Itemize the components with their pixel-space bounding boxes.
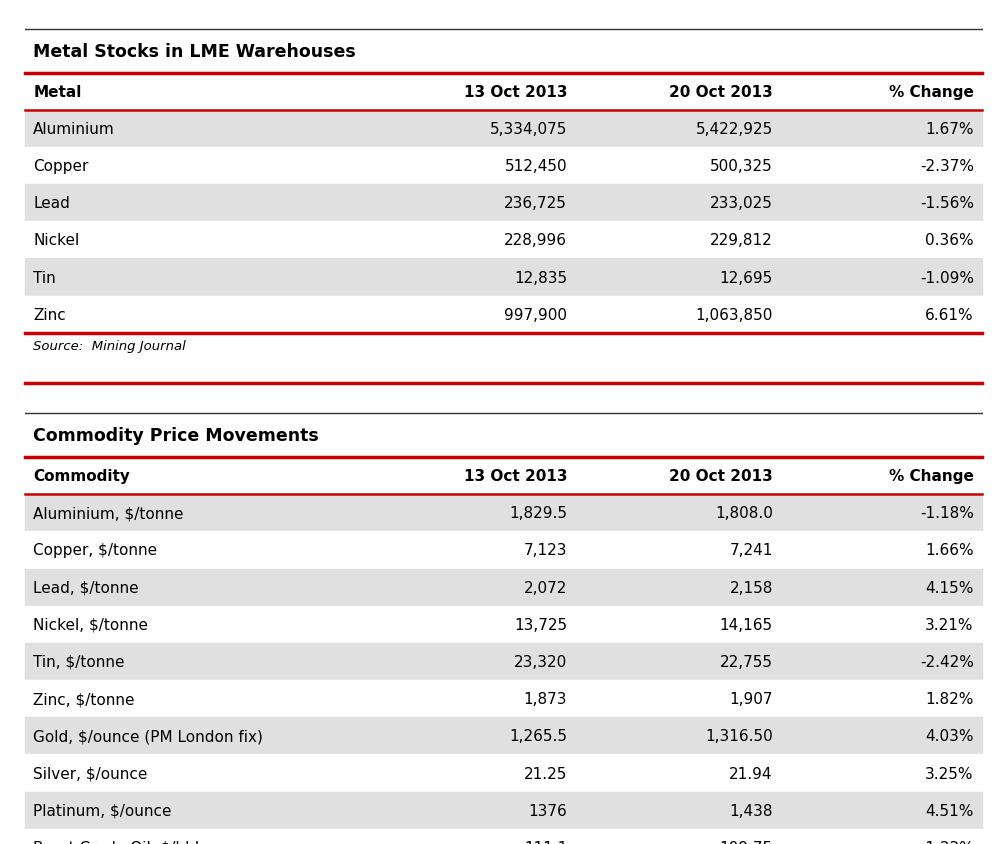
Text: 1.67%: 1.67% xyxy=(925,122,974,137)
Text: Nickel, $/tonne: Nickel, $/tonne xyxy=(33,617,148,632)
Bar xyxy=(25,111,982,148)
Text: 0.36%: 0.36% xyxy=(925,233,974,248)
Text: 1,873: 1,873 xyxy=(524,691,567,706)
Text: 2,072: 2,072 xyxy=(524,580,567,595)
Bar xyxy=(25,414,982,457)
Text: Copper, $/tonne: Copper, $/tonne xyxy=(33,543,157,558)
Text: Brent Crude Oil, $/bbl: Brent Crude Oil, $/bbl xyxy=(33,840,199,844)
Text: Commodity: Commodity xyxy=(33,468,130,484)
Bar xyxy=(25,457,982,495)
Bar xyxy=(25,222,982,259)
Text: Tin: Tin xyxy=(33,270,56,285)
Text: % Change: % Change xyxy=(889,468,974,484)
Text: 1,438: 1,438 xyxy=(729,803,773,818)
Bar xyxy=(25,185,982,222)
Text: -1.18%: -1.18% xyxy=(919,506,974,521)
Text: % Change: % Change xyxy=(889,84,974,100)
Bar xyxy=(25,829,982,844)
Text: 1376: 1376 xyxy=(529,803,567,818)
Bar xyxy=(25,30,982,73)
Text: Metal Stocks in LME Warehouses: Metal Stocks in LME Warehouses xyxy=(33,42,356,61)
Text: 7,241: 7,241 xyxy=(729,543,773,558)
Text: 7,123: 7,123 xyxy=(524,543,567,558)
Text: Nickel: Nickel xyxy=(33,233,80,248)
Text: 3.25%: 3.25% xyxy=(925,766,974,781)
Text: 236,725: 236,725 xyxy=(505,196,567,211)
Text: -1.56%: -1.56% xyxy=(919,196,974,211)
Text: 1,265.5: 1,265.5 xyxy=(510,728,567,744)
Text: 20 Oct 2013: 20 Oct 2013 xyxy=(669,468,773,484)
Text: 512,450: 512,450 xyxy=(505,159,567,174)
Text: 1,063,850: 1,063,850 xyxy=(696,307,773,322)
Text: Gold, $/ounce (PM London fix): Gold, $/ounce (PM London fix) xyxy=(33,728,263,744)
Text: 111.1: 111.1 xyxy=(524,840,567,844)
Text: 23,320: 23,320 xyxy=(514,654,567,669)
Bar xyxy=(25,148,982,185)
Text: -2.42%: -2.42% xyxy=(919,654,974,669)
Text: 229,812: 229,812 xyxy=(710,233,773,248)
Text: 1,829.5: 1,829.5 xyxy=(510,506,567,521)
Text: Lead, $/tonne: Lead, $/tonne xyxy=(33,580,139,595)
Bar xyxy=(25,296,982,333)
Bar xyxy=(25,532,982,569)
Text: 21.25: 21.25 xyxy=(524,766,567,781)
Text: Tin, $/tonne: Tin, $/tonne xyxy=(33,654,125,669)
Text: 12,695: 12,695 xyxy=(720,270,773,285)
Text: 2,158: 2,158 xyxy=(729,580,773,595)
Text: 4.15%: 4.15% xyxy=(925,580,974,595)
Text: Platinum, $/ounce: Platinum, $/ounce xyxy=(33,803,172,818)
Text: Metal: Metal xyxy=(33,84,82,100)
Text: 13,725: 13,725 xyxy=(514,617,567,632)
Text: 22,755: 22,755 xyxy=(720,654,773,669)
Text: 13 Oct 2013: 13 Oct 2013 xyxy=(463,468,567,484)
Text: Zinc, $/tonne: Zinc, $/tonne xyxy=(33,691,135,706)
Text: 13 Oct 2013: 13 Oct 2013 xyxy=(463,84,567,100)
Text: 3.21%: 3.21% xyxy=(925,617,974,632)
Text: 1.66%: 1.66% xyxy=(925,543,974,558)
Text: 228,996: 228,996 xyxy=(505,233,567,248)
Bar xyxy=(25,755,982,792)
Text: 233,025: 233,025 xyxy=(710,196,773,211)
Text: 6.61%: 6.61% xyxy=(925,307,974,322)
Text: 12,835: 12,835 xyxy=(514,270,567,285)
Bar xyxy=(25,259,982,296)
Bar xyxy=(25,717,982,755)
Bar xyxy=(25,792,982,829)
Text: 14,165: 14,165 xyxy=(720,617,773,632)
Text: 4.03%: 4.03% xyxy=(925,728,974,744)
Text: 5,422,925: 5,422,925 xyxy=(696,122,773,137)
Text: Source:  Mining Journal: Source: Mining Journal xyxy=(33,339,186,353)
Bar xyxy=(25,606,982,643)
Bar xyxy=(25,569,982,606)
Bar xyxy=(25,680,982,717)
Text: -1.09%: -1.09% xyxy=(919,270,974,285)
Text: Aluminium: Aluminium xyxy=(33,122,115,137)
Text: 109.75: 109.75 xyxy=(720,840,773,844)
Text: Silver, $/ounce: Silver, $/ounce xyxy=(33,766,148,781)
Text: 5,334,075: 5,334,075 xyxy=(489,122,567,137)
Text: Commodity Price Movements: Commodity Price Movements xyxy=(33,426,319,445)
Text: Lead: Lead xyxy=(33,196,70,211)
Text: 997,900: 997,900 xyxy=(505,307,567,322)
Text: 21.94: 21.94 xyxy=(729,766,773,781)
Text: 1,316.50: 1,316.50 xyxy=(705,728,773,744)
Text: -1.22%: -1.22% xyxy=(919,840,974,844)
Bar xyxy=(25,73,982,111)
Bar xyxy=(25,643,982,680)
Text: 1,907: 1,907 xyxy=(729,691,773,706)
Text: 1.82%: 1.82% xyxy=(925,691,974,706)
Text: Zinc: Zinc xyxy=(33,307,66,322)
Text: 4.51%: 4.51% xyxy=(925,803,974,818)
Text: -2.37%: -2.37% xyxy=(919,159,974,174)
Bar xyxy=(25,495,982,532)
Text: 500,325: 500,325 xyxy=(710,159,773,174)
Text: Copper: Copper xyxy=(33,159,89,174)
Text: 1,808.0: 1,808.0 xyxy=(715,506,773,521)
Text: Aluminium, $/tonne: Aluminium, $/tonne xyxy=(33,506,183,521)
Text: 20 Oct 2013: 20 Oct 2013 xyxy=(669,84,773,100)
